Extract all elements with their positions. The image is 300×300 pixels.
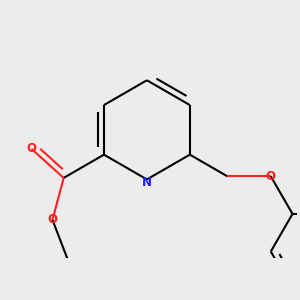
Text: O: O [26, 142, 36, 155]
Text: O: O [266, 170, 276, 183]
Text: O: O [47, 213, 58, 226]
Text: N: N [142, 176, 152, 189]
